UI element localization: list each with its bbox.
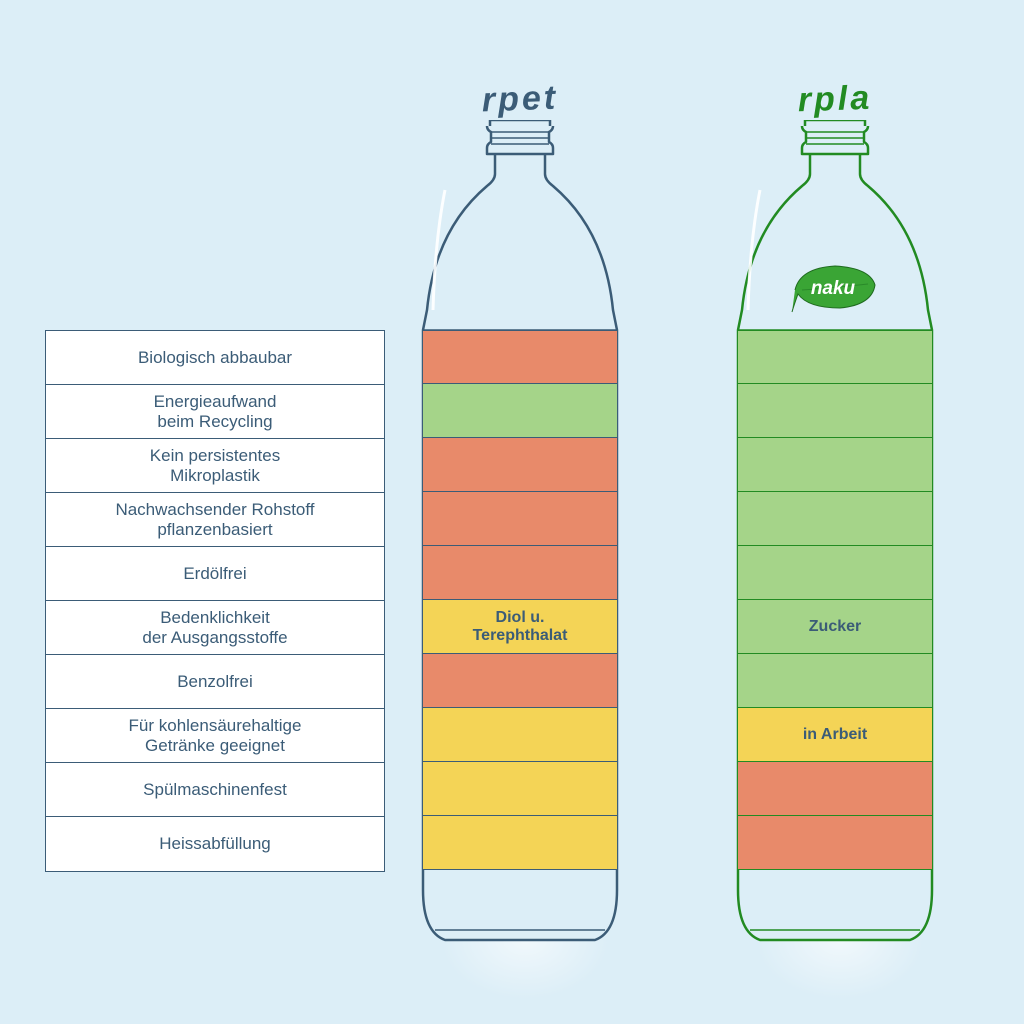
stripe-row	[738, 816, 932, 870]
stripe-row: in Arbeit	[738, 708, 932, 762]
category-row: Kein persistentesMikroplastik	[46, 439, 384, 493]
category-row: Benzolfrei	[46, 655, 384, 709]
category-row: Biologisch abbaubar	[46, 331, 384, 385]
rpla-title-text: rPLA	[797, 79, 873, 120]
stripe-row	[738, 492, 932, 546]
bottle-rpla-stripes: Zucker in Arbeit	[738, 330, 932, 870]
stripe-row	[423, 492, 617, 546]
category-row: Erdölfrei	[46, 547, 384, 601]
category-row: Energieaufwandbeim Recycling	[46, 385, 384, 439]
stripe-row: Zucker	[738, 600, 932, 654]
bottle-rpla: Zucker in Arbeit naku	[720, 120, 950, 970]
stripe-row	[423, 330, 617, 384]
stripe-row	[423, 816, 617, 870]
rpla-title: rPLA	[739, 77, 930, 123]
stripe-row	[423, 438, 617, 492]
infographic-canvas: rPET rPLA Biologisch abbaubarEnergieaufw…	[0, 0, 1024, 1024]
stripe-row	[738, 654, 932, 708]
category-row: Bedenklichkeitder Ausgangsstoffe	[46, 601, 384, 655]
category-row: Für kohlensäurehaltigeGetränke geeignet	[46, 709, 384, 763]
stripe-row	[423, 762, 617, 816]
naku-leaf-logo: naku	[790, 260, 880, 315]
stripe-row: Diol u.Terephthalat	[423, 600, 617, 654]
stripe-row	[423, 654, 617, 708]
bottle-rpet-stripes: Diol u.Terephthalat	[423, 330, 617, 870]
rpet-title-text: rPET	[481, 79, 559, 120]
category-table: Biologisch abbaubarEnergieaufwandbeim Re…	[45, 330, 385, 872]
stripe-row	[423, 708, 617, 762]
stripe-row	[738, 384, 932, 438]
logo-text: naku	[811, 278, 856, 299]
category-row: Nachwachsender Rohstoffpflanzenbasiert	[46, 493, 384, 547]
rpet-title: rPET	[424, 77, 615, 123]
category-row: Spülmaschinenfest	[46, 763, 384, 817]
stripe-row	[738, 762, 932, 816]
stripe-row	[738, 330, 932, 384]
stripe-row	[423, 546, 617, 600]
stripe-row	[423, 384, 617, 438]
category-row: Heissabfüllung	[46, 817, 384, 871]
bottle-rpet: Diol u.Terephthalat	[405, 120, 635, 970]
stripe-row	[738, 438, 932, 492]
stripe-row	[738, 546, 932, 600]
